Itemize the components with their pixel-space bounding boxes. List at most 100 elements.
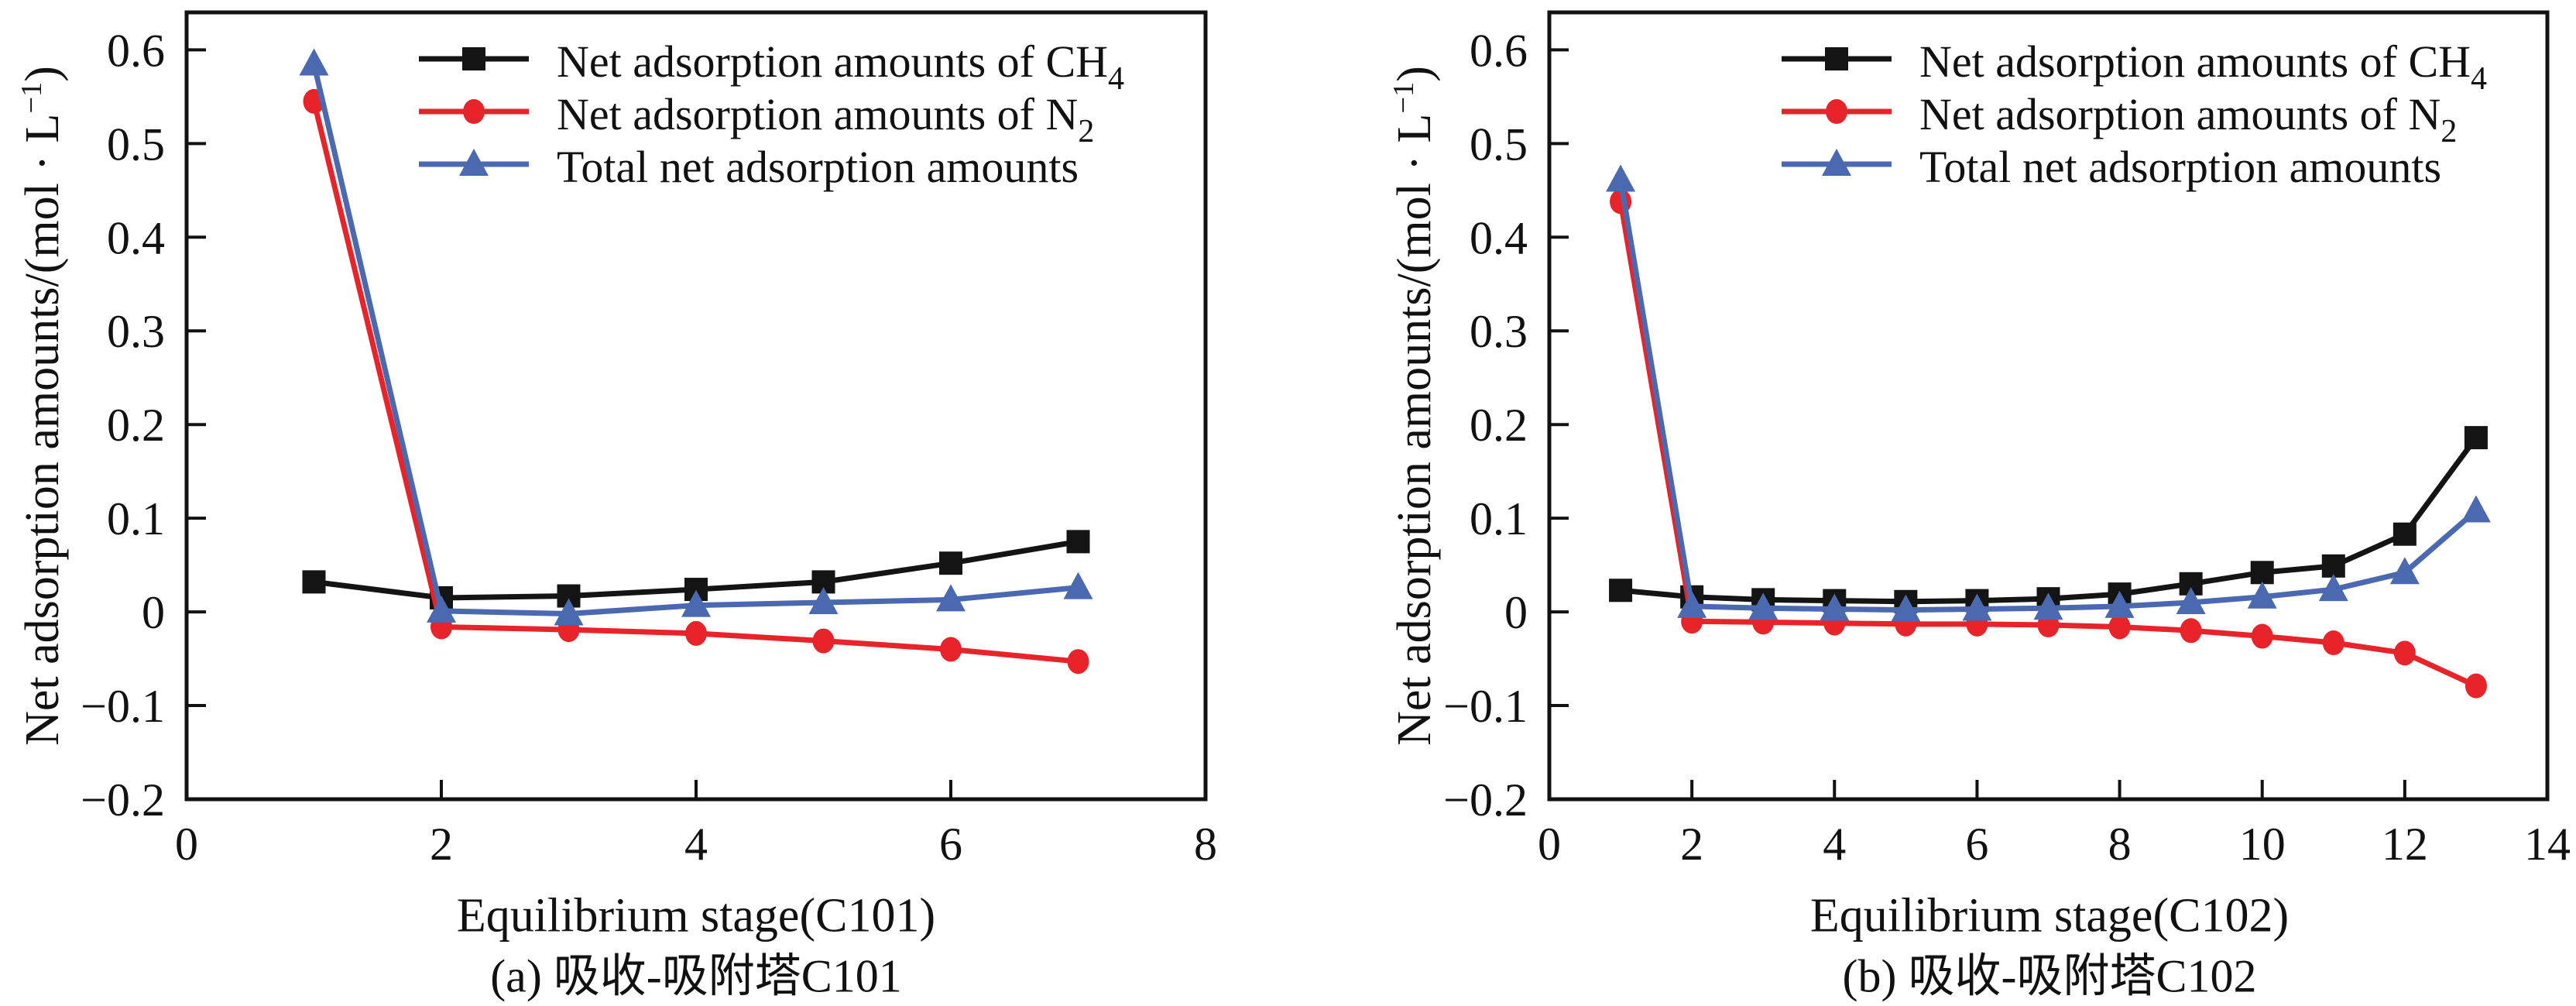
x-tick-label: 6 — [1965, 819, 1988, 870]
x-tick-label: 12 — [2382, 819, 2428, 870]
plot-frame-b — [1547, 10, 2550, 802]
y-tick-label: −0.1 — [81, 681, 165, 732]
series-n2-marker — [2251, 623, 2273, 649]
y-tick-label: 0.1 — [1470, 493, 1528, 544]
series-total-marker — [2247, 581, 2277, 609]
x-tick-label: 2 — [430, 819, 453, 870]
x-axis-a: 0 2 4 6 8 — [175, 780, 1217, 870]
legend-marker-total — [1822, 149, 1851, 176]
series-total-marker — [2461, 495, 2491, 523]
legend-marker-n2 — [463, 99, 485, 124]
caption-b: (b) 吸收-吸附塔C102 — [1842, 950, 2257, 1002]
legend-marker-ch4 — [462, 47, 485, 70]
series-ch4-marker — [1609, 579, 1633, 603]
y-tick-label: 0.2 — [1470, 400, 1528, 451]
x-tick-label: 2 — [1680, 819, 1703, 870]
series-total-marker — [1063, 572, 1093, 599]
series-total-marker — [2389, 557, 2420, 585]
x-tick-label: 10 — [2239, 819, 2286, 870]
series-ch4-marker — [2250, 561, 2274, 585]
y-tick-label: 0.6 — [107, 25, 165, 76]
x-tick-label: 6 — [939, 819, 962, 870]
y-axis-title-a-superscript: −1 — [15, 81, 49, 114]
y-axis-a: −0.2 −0.1 0 0.1 0.2 0.3 0.4 0.5 0.6 — [81, 25, 206, 826]
series-total-marker — [427, 595, 456, 623]
series-n2-marker — [2322, 630, 2344, 656]
y-tick-label: 0.2 — [107, 400, 165, 451]
series-n2-marker — [1067, 649, 1089, 675]
x-axis-title-a: Equilibrium stage(C101) — [456, 889, 936, 942]
series-total-line — [1617, 179, 2478, 613]
series-total-marker — [681, 589, 711, 617]
x-tick-label: 0 — [175, 819, 198, 870]
x-tick-label: 14 — [2524, 819, 2571, 870]
series-total-a — [299, 48, 1093, 626]
x-tick-label: 0 — [1538, 819, 1561, 870]
series-total-marker — [1748, 592, 1779, 620]
y-tick-label: 0.1 — [107, 493, 165, 544]
series-total-marker — [2033, 592, 2063, 620]
legend-label-total: Total net adsorption amounts — [557, 142, 1079, 192]
series-total-marker — [936, 584, 966, 612]
y-axis-b: −0.2 −0.1 0 0.1 0.2 0.3 0.4 0.5 0.6 — [1443, 25, 1569, 826]
caption-a: (a) 吸收-吸附塔C101 — [490, 950, 902, 1002]
y-tick-label: 0 — [1504, 587, 1528, 638]
y-tick-label: 0.3 — [107, 306, 165, 357]
x-tick-label: 4 — [1823, 819, 1846, 870]
y-tick-label: 0.4 — [107, 212, 165, 263]
legend-marker-n2 — [1826, 99, 1847, 124]
legend-marker-ch4 — [1825, 47, 1848, 70]
y-tick-label: −0.2 — [81, 774, 165, 826]
legend-label-n2: Net adsorption amounts of N2 — [1919, 89, 2457, 149]
series-n2-marker — [812, 628, 835, 654]
legend-marker-total — [459, 149, 489, 176]
series-total-marker — [1962, 593, 1992, 621]
legend-label-total: Total net adsorption amounts — [1919, 142, 2441, 192]
series-n2-marker — [685, 620, 707, 646]
series-total-b — [1606, 164, 2491, 622]
y-axis-title-b-text: Net adsorption amounts/(mol · L — [1387, 113, 1441, 746]
series-ch4-marker — [939, 551, 962, 575]
series-total-marker — [1891, 594, 1921, 622]
series-n2-marker — [940, 637, 962, 662]
series-total-marker — [2104, 590, 2135, 618]
chart-b: 0 2 4 6 8 10 12 14 −0.2 −0.1 0 0.1 0.2 0.3 0.4 0.5 0.6 Ne… — [1443, 10, 2571, 870]
legend-label-ch4: Net adsorption amounts of CH4 — [557, 36, 1124, 97]
legend-label-ch4: Net adsorption amounts of CH4 — [1919, 36, 2487, 97]
series-n2-marker — [2180, 618, 2202, 644]
y-axis-title-b-close: ) — [1387, 66, 1441, 82]
y-tick-label: −0.1 — [1443, 681, 1528, 732]
series-total-marker — [1606, 164, 1636, 192]
y-tick-label: 0 — [142, 587, 165, 638]
y-tick-label: 0.3 — [1470, 306, 1528, 357]
series-n2-marker — [2393, 640, 2416, 666]
series-n2-marker — [2108, 614, 2131, 640]
series-total-marker — [1820, 593, 1850, 621]
series-total-marker — [554, 598, 584, 626]
y-tick-label: 0.4 — [1470, 212, 1528, 263]
series-ch4-marker — [1066, 530, 1090, 554]
series-total-marker — [1677, 590, 1707, 618]
y-axis-title-b-superscript: −1 — [1387, 81, 1421, 114]
series-ch4-marker — [2321, 554, 2345, 578]
y-tick-label: 0.5 — [107, 118, 165, 170]
y-tick-label: 0.6 — [1470, 25, 1528, 76]
y-axis-title-a: Net adsorption amounts/(mol · L−1) — [15, 66, 70, 746]
series-ch4-line — [1620, 436, 2478, 605]
x-tick-label: 8 — [2108, 819, 2132, 870]
y-axis-title-b: Net adsorption amounts/(mol · L−1) — [1387, 66, 1442, 746]
series-total-marker — [808, 587, 839, 614]
x-tick-label: 4 — [684, 819, 708, 870]
series-total-marker — [2318, 574, 2348, 602]
series-total-marker — [299, 48, 329, 76]
x-axis-title-b: Equilibrium stage(C102) — [1809, 889, 2290, 942]
y-tick-label: −0.2 — [1443, 774, 1528, 826]
y-axis-title-a-text: Net adsorption amounts/(mol · L — [15, 113, 69, 746]
series-total-marker — [2176, 587, 2206, 614]
series-n2-b — [1610, 189, 2487, 699]
series-n2-marker — [2465, 673, 2487, 699]
x-axis-b: 0 2 4 6 8 10 12 14 — [1538, 780, 2571, 870]
